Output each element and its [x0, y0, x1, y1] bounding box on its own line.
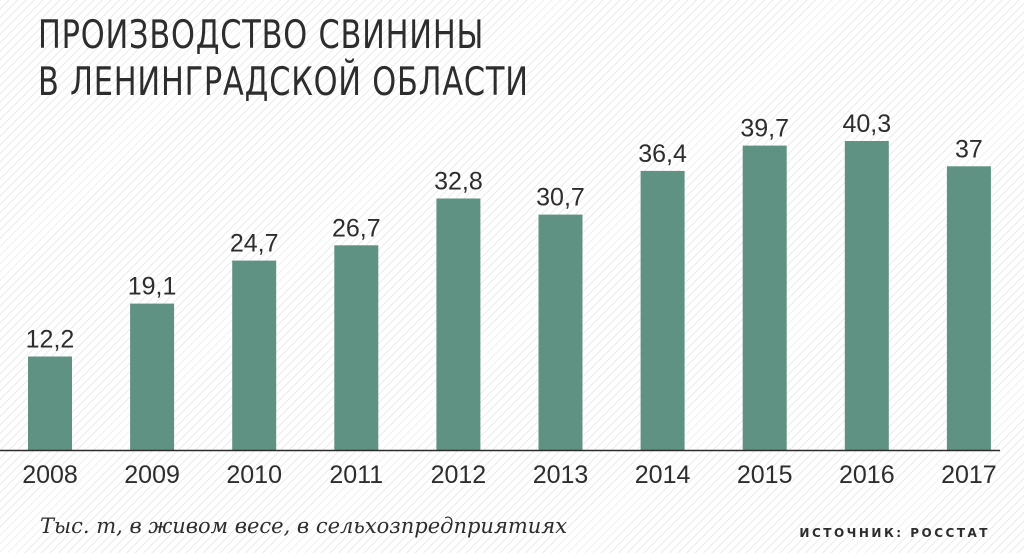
x-tick-label: 2008: [22, 461, 78, 489]
bar-value-label: 37: [955, 135, 983, 163]
x-tick-label: 2011: [329, 461, 383, 489]
x-tick-label: 2009: [124, 461, 180, 489]
bar-value-label: 26,7: [332, 214, 381, 242]
source-credit: ИСТОЧНИК: РОССТАТ: [799, 526, 990, 540]
bar: [436, 198, 481, 450]
x-tick-label: 2016: [839, 461, 895, 489]
bar: [28, 356, 72, 450]
units-note: Тыс. т, в живом весе, в сельхозпредприят…: [40, 514, 568, 538]
x-tick-label: 2014: [635, 461, 691, 489]
bar: [742, 145, 787, 450]
bar-value-label: 40,3: [842, 110, 891, 138]
bar-value-label: 32,8: [434, 168, 483, 196]
bar-value-label: 30,7: [536, 184, 585, 212]
chart-title: ПРОИЗВОДСТВО СВИНИНЫ В ЛЕНИНГРАДСКОЙ ОБЛ…: [38, 12, 529, 106]
bar: [640, 170, 685, 450]
chart-title-line-2: В ЛЕНИНГРАДСКОЙ ОБЛАСТИ: [38, 60, 529, 105]
bar: [538, 214, 583, 450]
x-tick-label: 2015: [737, 461, 793, 489]
x-tick-label: 2012: [431, 461, 487, 489]
bar-value-label: 19,1: [128, 273, 177, 301]
bar: [334, 245, 379, 450]
bar: [130, 303, 175, 450]
bar: [844, 141, 889, 450]
x-tick-label: 2013: [533, 461, 589, 489]
bar: [946, 166, 991, 451]
chart-title-line-1: ПРОИЗВОДСТВО СВИНИНЫ: [38, 13, 485, 58]
bar-value-label: 24,7: [230, 230, 279, 258]
x-tick-label: 2010: [226, 461, 282, 489]
bar-value-label: 12,2: [26, 326, 75, 354]
x-tick-label: 2017: [941, 461, 997, 489]
bar: [232, 260, 277, 450]
bar-value-label: 39,7: [740, 115, 789, 143]
bar-value-label: 36,4: [638, 140, 687, 168]
